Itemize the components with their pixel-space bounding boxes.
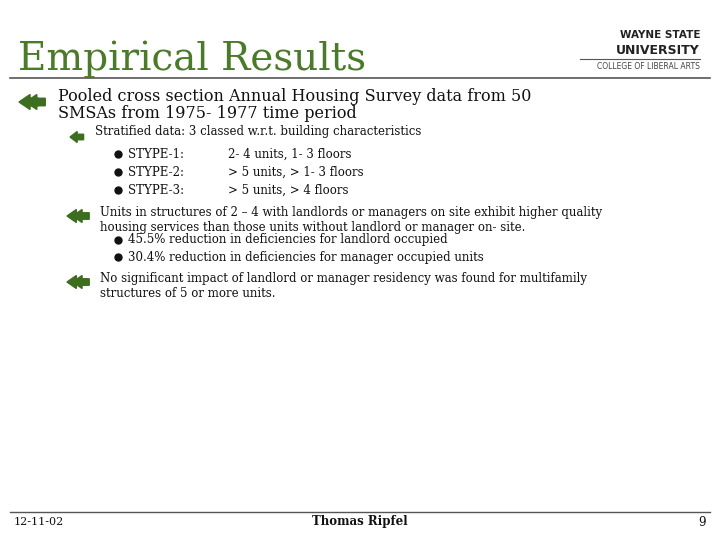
Text: Units in structures of 2 – 4 with landlords or managers on site exhibit higher q: Units in structures of 2 – 4 with landlo… — [100, 206, 602, 219]
Text: Pooled cross section Annual Housing Survey data from 50: Pooled cross section Annual Housing Surv… — [58, 88, 531, 105]
Polygon shape — [26, 94, 45, 110]
Text: STYPE-2:: STYPE-2: — [128, 165, 184, 179]
Text: > 5 units, > 4 floors: > 5 units, > 4 floors — [228, 184, 348, 197]
Text: UNIVERSITY: UNIVERSITY — [616, 44, 700, 57]
Text: 30.4% reduction in deficiencies for manager occupied units: 30.4% reduction in deficiencies for mana… — [128, 251, 484, 264]
Text: STYPE-3:: STYPE-3: — [128, 184, 184, 197]
Text: STYPE-1:: STYPE-1: — [128, 147, 184, 160]
Text: 45.5% reduction in deficiencies for landlord occupied: 45.5% reduction in deficiencies for land… — [128, 233, 448, 246]
Polygon shape — [67, 210, 84, 222]
Text: > 5 units, > 1- 3 floors: > 5 units, > 1- 3 floors — [228, 165, 364, 179]
Text: structures of 5 or more units.: structures of 5 or more units. — [100, 287, 276, 300]
Polygon shape — [73, 275, 89, 288]
Text: WAYNE STATE: WAYNE STATE — [619, 30, 700, 40]
Text: No significant impact of landlord or manager residency was found for multifamily: No significant impact of landlord or man… — [100, 272, 587, 285]
Text: SMSAs from 1975- 1977 time period: SMSAs from 1975- 1977 time period — [58, 105, 356, 122]
Text: Thomas Ripfel: Thomas Ripfel — [312, 516, 408, 529]
Text: Stratified data: 3 classed w.r.t. building characteristics: Stratified data: 3 classed w.r.t. buildi… — [95, 125, 421, 138]
Text: 12-11-02: 12-11-02 — [14, 517, 64, 527]
Polygon shape — [73, 210, 89, 222]
Text: housing services than those units without landlord or manager on- site.: housing services than those units withou… — [100, 221, 526, 234]
Text: Empirical Results: Empirical Results — [18, 40, 366, 78]
Polygon shape — [70, 132, 84, 143]
Text: 2- 4 units, 1- 3 floors: 2- 4 units, 1- 3 floors — [228, 147, 351, 160]
Text: 9: 9 — [698, 516, 706, 529]
Polygon shape — [67, 275, 84, 288]
Text: COLLEGE OF LIBERAL ARTS: COLLEGE OF LIBERAL ARTS — [597, 62, 700, 71]
Polygon shape — [19, 94, 38, 110]
